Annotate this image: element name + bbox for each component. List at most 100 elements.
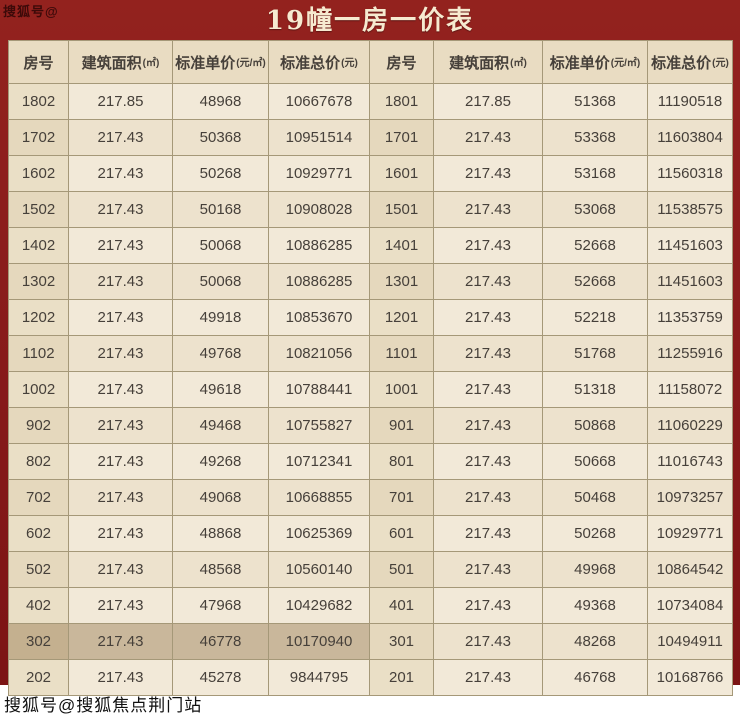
- table-cell: 50868: [542, 407, 648, 444]
- table-cell: 50268: [542, 515, 648, 552]
- table-row: 502 217.43 48568 10560140 501 217.43 49968 1086…: [8, 551, 733, 588]
- table-cell: 46768: [542, 659, 648, 696]
- table-cell: 401: [369, 587, 434, 624]
- table-cell: 217.43: [68, 299, 173, 336]
- table-cell: 51318: [542, 371, 648, 408]
- table-cell: 901: [369, 407, 434, 444]
- table-cell: 702: [8, 479, 69, 516]
- table-cell: 47968: [172, 587, 269, 624]
- table-cell: 201: [369, 659, 434, 696]
- table-cell: 217.43: [68, 479, 173, 516]
- table-cell: 49968: [542, 551, 648, 588]
- table-cell: 10734084: [647, 587, 733, 624]
- table-cell: 502: [8, 551, 69, 588]
- table-cell: 45278: [172, 659, 269, 696]
- column-header: 标准单价(元/㎡): [542, 40, 648, 84]
- watermark-bottom: 搜狐号@搜狐焦点荆门站: [4, 695, 203, 715]
- table-cell: 701: [369, 479, 434, 516]
- column-header: 建筑面积(㎡): [68, 40, 173, 84]
- table-row: 1602 217.43 50268 10929771 1601 217.43 53168 11…: [8, 155, 733, 192]
- table-cell: 217.43: [68, 155, 173, 192]
- table-cell: 1602: [8, 155, 69, 192]
- table-cell: 53368: [542, 119, 648, 156]
- table-cell: 48968: [172, 83, 269, 120]
- table-cell: 10625369: [268, 515, 370, 552]
- table-cell: 10168766: [647, 659, 733, 696]
- table-cell: 217.43: [433, 551, 543, 588]
- table-cell: 902: [8, 407, 69, 444]
- table-cell: 1302: [8, 263, 69, 300]
- table-cell: 217.43: [68, 587, 173, 624]
- table-cell: 10429682: [268, 587, 370, 624]
- table-row: 702 217.43 49068 10668855 701 217.43 50468 1097…: [8, 479, 733, 516]
- table-header-row: 房号 建筑面积(㎡) 标准单价(元/㎡) 标准总价(元) 房号 建筑面积(㎡) 标准单价(元…: [8, 40, 733, 84]
- table-cell: 217.43: [433, 263, 543, 300]
- table-cell: 1201: [369, 299, 434, 336]
- table-cell: 49068: [172, 479, 269, 516]
- table-cell: 1301: [369, 263, 434, 300]
- table-cell: 217.43: [68, 227, 173, 264]
- table-cell: 217.43: [68, 515, 173, 552]
- table-cell: 50068: [172, 227, 269, 264]
- table-cell: 217.43: [433, 299, 543, 336]
- table-cell: 10755827: [268, 407, 370, 444]
- table-cell: 1002: [8, 371, 69, 408]
- table-cell: 51368: [542, 83, 648, 120]
- table-cell: 302: [8, 623, 69, 660]
- table-cell: 217.43: [433, 335, 543, 372]
- table-cell: 1502: [8, 191, 69, 228]
- table-row: 1302 217.43 50068 10886285 1301 217.43 52668 11…: [8, 263, 733, 300]
- table-cell: 9844795: [268, 659, 370, 696]
- table-cell: 1202: [8, 299, 69, 336]
- table-cell: 10929771: [268, 155, 370, 192]
- table-row: 802 217.43 49268 10712341 801 217.43 50668 1101…: [8, 443, 733, 480]
- table-row: 402 217.43 47968 10429682 401 217.43 49368 1073…: [8, 587, 733, 624]
- table-cell: 11158072: [647, 371, 733, 408]
- table-cell: 217.43: [68, 371, 173, 408]
- table-cell: 11060229: [647, 407, 733, 444]
- table-cell: 50068: [172, 263, 269, 300]
- table-cell: 1801: [369, 83, 434, 120]
- table-row: 202 217.43 45278 9844795 201 217.43 46768 10168…: [8, 659, 733, 696]
- table-cell: 11190518: [647, 83, 733, 120]
- table-cell: 217.43: [433, 479, 543, 516]
- price-table-frame: 搜狐号@ 19幢一房一价表 房号 建筑面积(㎡) 标准单价(元/㎡) 标准总价(元) 房…: [0, 0, 740, 696]
- table-cell: 10821056: [268, 335, 370, 372]
- table-cell: 1101: [369, 335, 434, 372]
- table-cell: 10667678: [268, 83, 370, 120]
- table-cell: 48268: [542, 623, 648, 660]
- column-header: 标准单价(元/㎡): [172, 40, 269, 84]
- table-cell: 10973257: [647, 479, 733, 516]
- table-row: 1002 217.43 49618 10788441 1001 217.43 51318 11…: [8, 371, 733, 408]
- table-cell: 11538575: [647, 191, 733, 228]
- table-cell: 301: [369, 623, 434, 660]
- table-cell: 1601: [369, 155, 434, 192]
- table-cell: 202: [8, 659, 69, 696]
- table-cell: 48868: [172, 515, 269, 552]
- table-cell: 52668: [542, 227, 648, 264]
- table-cell: 49768: [172, 335, 269, 372]
- table-cell: 501: [369, 551, 434, 588]
- table-cell: 50368: [172, 119, 269, 156]
- table-cell: 217.43: [433, 191, 543, 228]
- table-cell: 217.43: [68, 119, 173, 156]
- table-cell: 50168: [172, 191, 269, 228]
- column-header: 标准总价(元): [268, 40, 370, 84]
- table-cell: 217.43: [433, 227, 543, 264]
- table-cell: 10853670: [268, 299, 370, 336]
- table-cell: 217.43: [68, 263, 173, 300]
- table-cell: 50468: [542, 479, 648, 516]
- table-cell: 53068: [542, 191, 648, 228]
- table-cell: 217.43: [68, 335, 173, 372]
- table-cell: 50668: [542, 443, 648, 480]
- table-cell: 217.85: [433, 83, 543, 120]
- table-row: 1202 217.43 49918 10853670 1201 217.43 52218 11…: [8, 299, 733, 336]
- watermark-top: 搜狐号@: [3, 4, 59, 19]
- table-cell: 1102: [8, 335, 69, 372]
- table-cell: 1001: [369, 371, 434, 408]
- table-cell: 1402: [8, 227, 69, 264]
- table-cell: 49618: [172, 371, 269, 408]
- table-row: 302 217.43 46778 10170940 301 217.43 48268 1049…: [8, 623, 733, 660]
- table-cell: 217.43: [68, 659, 173, 696]
- table-cell: 1802: [8, 83, 69, 120]
